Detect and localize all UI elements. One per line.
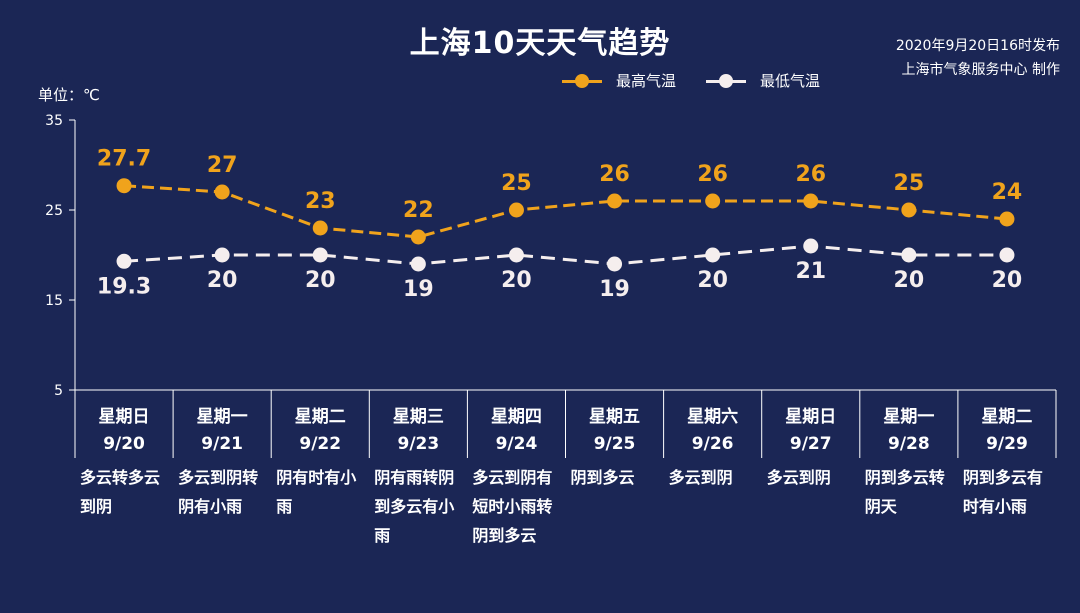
point-high (607, 193, 623, 209)
x-weekday-label: 星期日 (99, 407, 150, 427)
x-date-label: 9/20 (103, 434, 145, 454)
x-date-label: 9/25 (594, 434, 636, 454)
x-weekday-label: 星期日 (785, 407, 836, 427)
data-label-high: 23 (305, 189, 336, 214)
data-label-high: 27 (207, 153, 238, 178)
y-tick-label: 5 (54, 383, 63, 399)
x-weekday-label: 星期一 (883, 407, 934, 427)
data-label-low: 19.3 (97, 274, 151, 299)
y-tick-label: 35 (45, 113, 63, 129)
page-title: 上海10天天气趋势 (409, 26, 671, 61)
x-date-label: 9/27 (790, 434, 832, 454)
weather-description: 阴到多云有时有小雨 (962, 468, 1043, 516)
data-label-low: 20 (305, 268, 336, 293)
data-label-high: 25 (894, 171, 925, 196)
point-low (410, 256, 426, 272)
issue-time: 2020年9月20日16时发布 (895, 38, 1060, 54)
point-low (705, 247, 721, 263)
legend-high-swatch (562, 73, 602, 88)
data-label-low: 20 (501, 268, 532, 293)
x-date-label: 9/23 (397, 434, 439, 454)
point-low (803, 238, 819, 254)
x-date-label: 9/24 (496, 434, 538, 454)
point-high (803, 193, 819, 209)
y-tick-label: 15 (45, 293, 63, 309)
legend: 最高气温 最低气温 (562, 70, 820, 91)
data-label-low: 20 (207, 268, 238, 293)
x-date-label: 9/21 (201, 434, 243, 454)
x-date-label: 9/26 (692, 434, 734, 454)
x-weekday-label: 星期一 (197, 407, 248, 427)
weather-description: 阴有雨转阴到多云有小雨 (374, 468, 455, 545)
point-high (116, 178, 132, 194)
legend-high-label: 最高气温 (616, 72, 677, 90)
x-weekday-label: 星期二 (981, 407, 1032, 427)
data-label-low: 21 (795, 259, 826, 284)
point-high (214, 184, 230, 200)
point-low (901, 247, 917, 263)
point-high (999, 211, 1015, 227)
data-label-high: 26 (795, 162, 826, 187)
data-label-low: 20 (894, 268, 925, 293)
data-label-low: 19 (403, 277, 434, 302)
weather-description: 阴到多云转阴天 (864, 468, 945, 516)
point-low (999, 247, 1015, 263)
point-high (705, 193, 721, 209)
data-label-high: 27.7 (97, 147, 151, 172)
x-weekday-label: 星期二 (295, 407, 346, 427)
weather-description: 多云到阴 (766, 468, 831, 487)
point-low (508, 247, 524, 263)
weather-description: 多云到阴 (668, 468, 733, 487)
data-label-low: 20 (697, 268, 728, 293)
point-high (312, 220, 328, 236)
data-label-low: 19 (599, 277, 630, 302)
data-label-high: 26 (697, 162, 728, 187)
weather-description: 阴有时有小雨 (276, 468, 357, 516)
x-date-label: 9/29 (986, 434, 1028, 454)
weather-description: 阴到多云 (570, 468, 635, 487)
series-line-high (123, 184, 1008, 239)
issuer-info: 2020年9月20日16时发布 上海市气象服务中心 制作 (896, 34, 1060, 82)
series-line-low (123, 244, 1007, 266)
issuer-name: 上海市气象服务中心 制作 (901, 62, 1060, 78)
unit-label: 单位：℃ (38, 86, 100, 104)
weather-description: 多云转多云到阴 (80, 468, 161, 516)
data-label-high: 25 (501, 171, 532, 196)
weather-description: 多云到阴有短时小雨转阴到多云 (472, 468, 553, 545)
weather-description: 多云到阴转阴有小雨 (178, 468, 259, 516)
point-high (508, 202, 524, 218)
point-low (116, 253, 132, 269)
data-label-high: 26 (599, 162, 630, 187)
data-label-low: 20 (992, 268, 1023, 293)
legend-low-label: 最低气温 (760, 72, 821, 90)
point-low (312, 247, 328, 263)
x-weekday-label: 星期五 (589, 407, 640, 427)
legend-high: 最高气温 (562, 70, 676, 91)
legend-low: 最低气温 (706, 70, 820, 91)
x-weekday-label: 星期三 (393, 407, 444, 427)
point-high (901, 202, 917, 218)
x-weekday-label: 星期四 (491, 407, 542, 427)
x-date-label: 9/28 (888, 434, 930, 454)
x-weekday-label: 星期六 (687, 406, 738, 427)
data-label-high: 24 (992, 180, 1023, 205)
point-high (410, 229, 426, 245)
legend-low-swatch (706, 73, 747, 88)
point-low (214, 247, 230, 263)
data-label-high: 22 (403, 198, 434, 223)
x-date-label: 9/22 (299, 434, 341, 454)
y-tick-label: 25 (45, 203, 63, 219)
point-low (607, 256, 623, 272)
